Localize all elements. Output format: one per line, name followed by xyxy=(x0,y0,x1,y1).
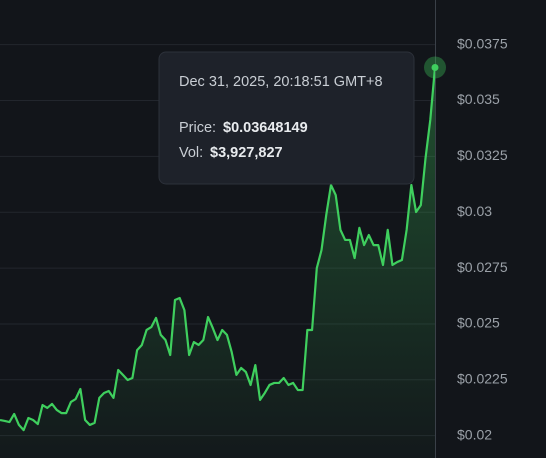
y-tick-label: $0.0325 xyxy=(457,147,508,163)
y-tick-label: $0.0225 xyxy=(457,371,508,387)
y-tick-label: $0.02 xyxy=(457,426,492,442)
tooltip-vol: $3,927,827 xyxy=(210,145,283,161)
tooltip-time: Dec 31, 2025, 20:18:51 GMT+8 xyxy=(179,74,383,90)
tooltip-price-label: Price: xyxy=(179,120,216,136)
tooltip-vol-label: Vol: xyxy=(179,145,203,161)
tooltip-box xyxy=(158,51,415,185)
price-line xyxy=(0,67,437,432)
y-tick-label: $0.025 xyxy=(457,315,500,331)
y-tick-label: $0.0375 xyxy=(457,35,508,51)
tooltip-price: $0.03648149 xyxy=(223,120,308,136)
area xyxy=(0,67,435,458)
tooltip: Dec 31, 2025, 20:18:51 GMT+8 Price: $0.0… xyxy=(158,51,415,185)
marker-dot xyxy=(431,63,439,71)
y-tick-label: $0.03 xyxy=(457,203,492,219)
y-tick-label: $0.0275 xyxy=(457,259,508,275)
y-tick-label: $0.035 xyxy=(457,91,500,107)
